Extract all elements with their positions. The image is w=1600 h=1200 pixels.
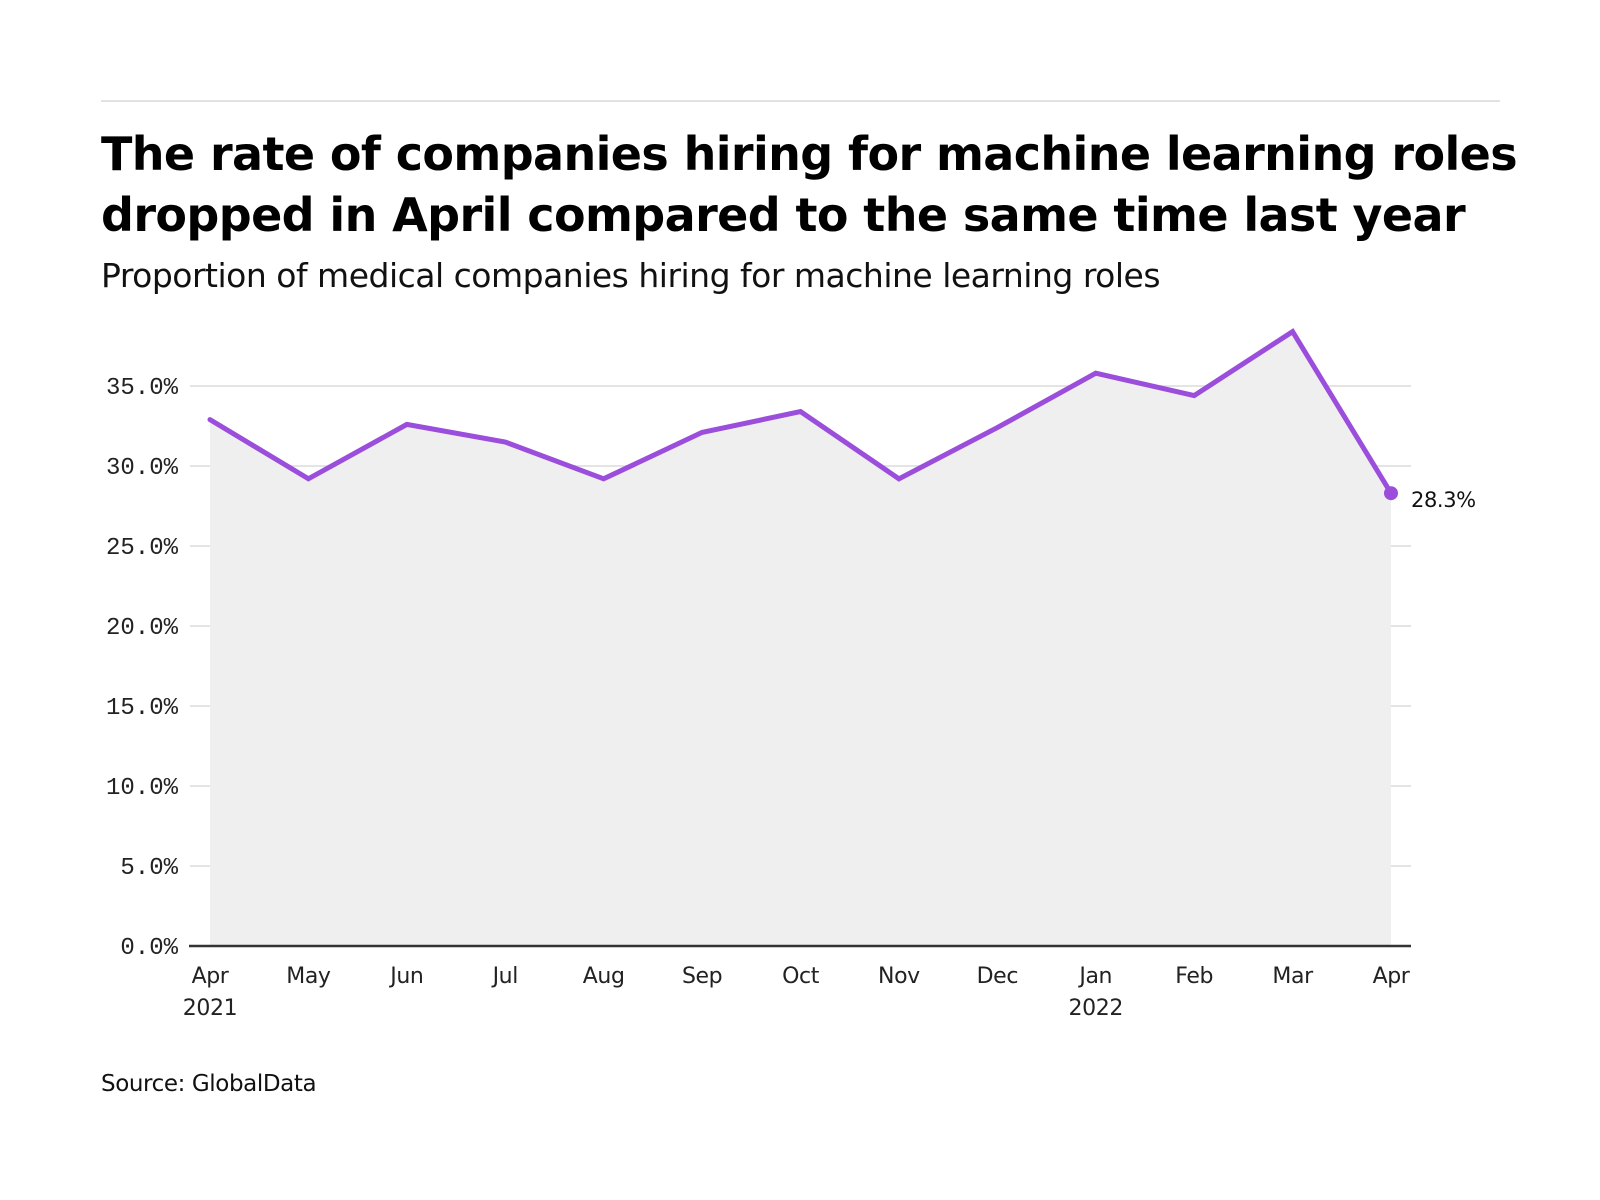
data-points (1384, 486, 1398, 501)
chart-title-line-2: dropped in April compared to the same ti… (101, 188, 1466, 242)
x-axis-tick-labels: Apr May Jun Jul Aug Sep Oct Nov Dec Jan Feb Mar Apr 2… (183, 964, 1411, 1021)
y-tick-label: 10.0% (106, 775, 179, 802)
chart-title: The rate of companies hiring for machine… (101, 124, 1521, 246)
y-tick-label: 5.0% (120, 855, 178, 882)
top-rule (101, 100, 1500, 102)
area-fill (210, 331, 1391, 947)
x-tick-year-label: 2022 (1069, 996, 1123, 1021)
end-value-label: 28.3% (1411, 488, 1476, 512)
source-note: Source: GlobalData (101, 1071, 317, 1097)
annotations: 28.3% (1411, 488, 1476, 512)
x-tick-label: Apr (192, 964, 230, 989)
y-axis-tick-labels: 0.0% 5.0% 10.0% 15.0% 20.0% 25.0% 30.0% 35.0% (106, 375, 179, 962)
y-tick-label: 25.0% (106, 535, 179, 562)
x-tick-label: Jul (491, 964, 518, 989)
x-tick-label: Jan (1077, 964, 1112, 989)
y-tick-label: 0.0% (120, 935, 178, 962)
chart-title-line-1: The rate of companies hiring for machine… (101, 127, 1518, 181)
x-tick-label: May (286, 964, 331, 989)
x-tick-year-label: 2021 (183, 996, 237, 1021)
x-tick-label: Feb (1175, 964, 1213, 989)
y-tick-label: 20.0% (106, 615, 179, 642)
x-tick-label: Apr (1373, 964, 1411, 989)
x-tick-label: Mar (1272, 964, 1314, 989)
x-tick-label: Sep (682, 964, 722, 989)
x-tick-label: Nov (878, 964, 920, 989)
x-tick-label: Aug (583, 964, 625, 989)
y-tick-label: 35.0% (106, 375, 179, 402)
x-tick-label: Jun (388, 964, 423, 989)
chart-subtitle: Proportion of medical companies hiring f… (101, 256, 1161, 295)
data-point (1384, 486, 1398, 501)
series-line (207, 328, 1394, 496)
x-tick-label: Oct (782, 964, 820, 989)
y-tick-label: 15.0% (106, 695, 179, 722)
y-tick-label: 30.0% (106, 455, 179, 482)
x-tick-label: Dec (977, 964, 1018, 989)
